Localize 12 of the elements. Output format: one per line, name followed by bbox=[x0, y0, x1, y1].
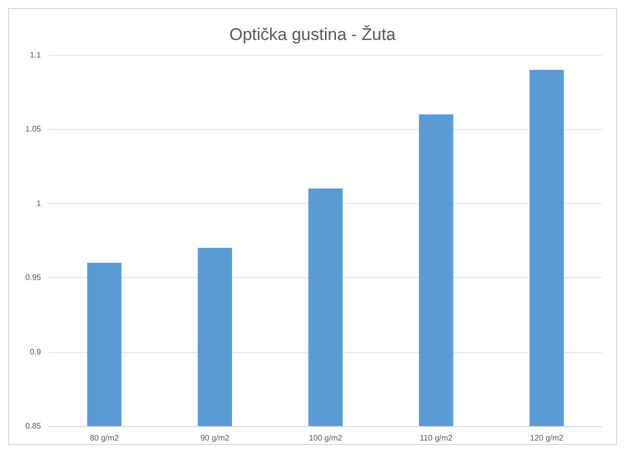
y-tick-label: 1.05 bbox=[25, 124, 42, 134]
y-tick-label: 0.9 bbox=[30, 347, 42, 356]
y-tick-label: 0.95 bbox=[25, 273, 42, 282]
chart-title: Optička gustina - Žuta bbox=[229, 25, 396, 44]
x-tick-label: 90 g/m2 bbox=[200, 434, 230, 442]
x-tick-label: 100 g/m2 bbox=[308, 434, 343, 442]
y-tick-label: 0.85 bbox=[25, 422, 42, 430]
x-tick-label: 110 g/m2 bbox=[420, 434, 454, 442]
y-tick-label: 1.1 bbox=[30, 50, 42, 60]
y-tick-label: 1 bbox=[36, 198, 42, 208]
x-tick-label: 80 g/m2 bbox=[90, 434, 120, 442]
x-tick-label: 120 g/m2 bbox=[530, 434, 564, 442]
